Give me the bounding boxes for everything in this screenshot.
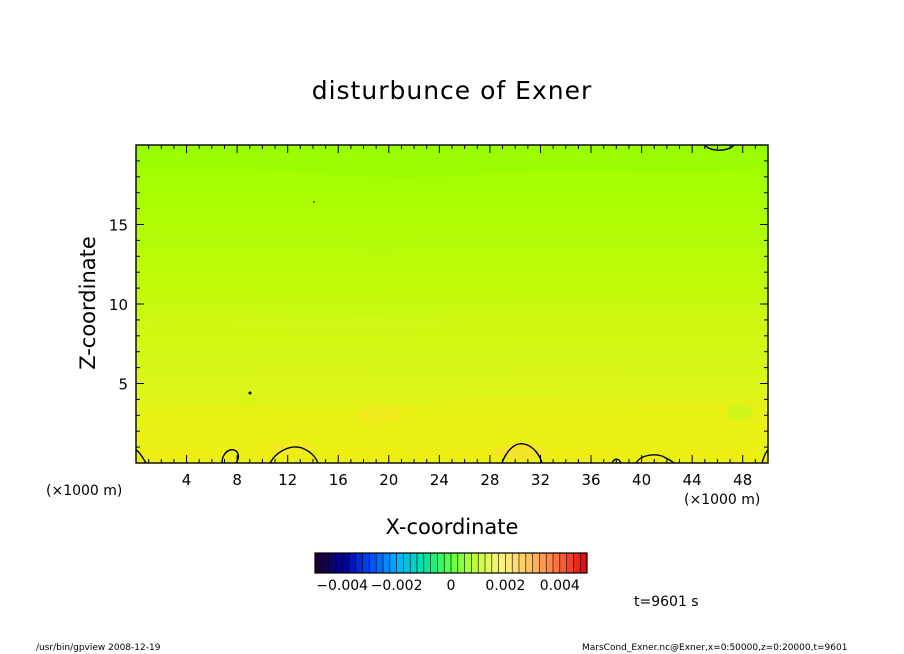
colorbar-cell — [410, 553, 418, 573]
colorbar-cell — [512, 553, 520, 573]
colorbar-cell — [559, 553, 567, 573]
colorbar-cell — [553, 553, 561, 573]
colorbar-cell — [430, 553, 438, 573]
colorbar-tick-label: 0.002 — [485, 578, 525, 594]
colorbar-cell — [519, 553, 527, 573]
contour-line — [704, 145, 735, 151]
colorbar-cell — [532, 553, 540, 573]
x-tick-label: 36 — [581, 471, 600, 489]
colorbar-cell — [389, 553, 397, 573]
x-tick-label: 16 — [329, 471, 348, 489]
colorbar-cell — [369, 553, 377, 573]
contour-line — [501, 443, 543, 463]
colorbar: −0.004 −0.002 0 0.002 0.004 — [314, 552, 588, 594]
colorbar-cell — [423, 553, 431, 573]
colorbar-cell — [355, 553, 363, 573]
colorbar-cell — [396, 553, 404, 573]
field-patch — [494, 444, 546, 460]
colorbar-cell — [539, 553, 547, 573]
x-tick-label: 32 — [531, 471, 550, 489]
field-patch — [358, 406, 402, 424]
field-patch — [728, 404, 752, 420]
colorbar-frame — [314, 552, 588, 574]
colorbar-cell — [485, 553, 493, 573]
colorbar-tick-label: −0.002 — [371, 578, 423, 594]
x-axis-label: X-coordinate — [385, 515, 519, 539]
x-tick-label: 48 — [733, 471, 752, 489]
colorbar-cell — [491, 553, 499, 573]
colorbar-cell — [403, 553, 411, 573]
footer-command: /usr/bin/gpview 2008-12-19 — [36, 643, 161, 653]
contour-line — [136, 449, 147, 463]
colorbar-cell — [349, 553, 357, 573]
x-tick-label: 40 — [632, 471, 651, 489]
contour-dot — [313, 201, 315, 203]
y-tick-label: 15 — [109, 217, 128, 235]
x-tick-label: 24 — [430, 471, 449, 489]
colorbar-cell — [525, 553, 533, 573]
colorbar-cell — [498, 553, 506, 573]
field-band — [136, 145, 768, 178]
colorbar-cell — [328, 553, 336, 573]
y-tick-label: 10 — [109, 296, 128, 314]
colorbar-cell — [580, 553, 588, 573]
field-band — [136, 397, 768, 463]
colorbar-cell — [417, 553, 425, 573]
colorbar-cell — [478, 553, 486, 573]
time-label: t=9601 s — [634, 594, 699, 610]
footer-source: MarsCond_Exner.nc@Exner,x=0:50000,z=0:20… — [582, 643, 848, 653]
colorbar-cell — [437, 553, 445, 573]
x-tick-label: 12 — [278, 471, 297, 489]
x-tick-label: 44 — [683, 471, 702, 489]
y-tick-label: 5 — [118, 376, 128, 394]
colorbar-cell — [321, 553, 329, 573]
colorbar-cell — [573, 553, 581, 573]
field-band — [136, 228, 768, 255]
colorbar-cell — [362, 553, 370, 573]
x-axis-ticks: 4 8 12 16 20 24 28 32 36 40 44 48 — [148, 145, 756, 489]
contour-dot — [248, 391, 252, 395]
colorbar-cell — [383, 553, 391, 573]
colorbar-cell — [566, 553, 574, 573]
x-unit-left: (×1000 m) — [46, 483, 123, 499]
colorbar-cell — [376, 553, 384, 573]
colorbar-tick-label: 0 — [447, 578, 456, 594]
contour-line — [269, 446, 319, 463]
field-patch — [240, 394, 260, 406]
x-unit-right: (×1000 m) — [684, 492, 761, 508]
colorbar-cell — [457, 553, 465, 573]
y-axis-ticks: 5 10 15 — [109, 160, 768, 448]
colorbar-cell — [451, 553, 459, 573]
chart-title: disturbunce of Exner — [311, 76, 593, 105]
colorbar-cell — [546, 553, 554, 573]
field-band — [136, 306, 768, 333]
x-tick-label: 28 — [480, 471, 499, 489]
x-tick-label: 20 — [379, 471, 398, 489]
colorbar-cell — [505, 553, 513, 573]
colorbar-tick-label: −0.004 — [316, 578, 368, 594]
colorbar-cell — [342, 553, 350, 573]
colorbar-cell — [471, 553, 479, 573]
colorbar-cell — [444, 553, 452, 573]
x-tick-label: 8 — [232, 471, 242, 489]
colorbar-cell — [315, 553, 323, 573]
x-tick-label: 4 — [182, 471, 192, 489]
colorbar-tick-label: 0.004 — [540, 578, 580, 594]
colorbar-cell — [464, 553, 472, 573]
colorbar-cell — [335, 553, 343, 573]
